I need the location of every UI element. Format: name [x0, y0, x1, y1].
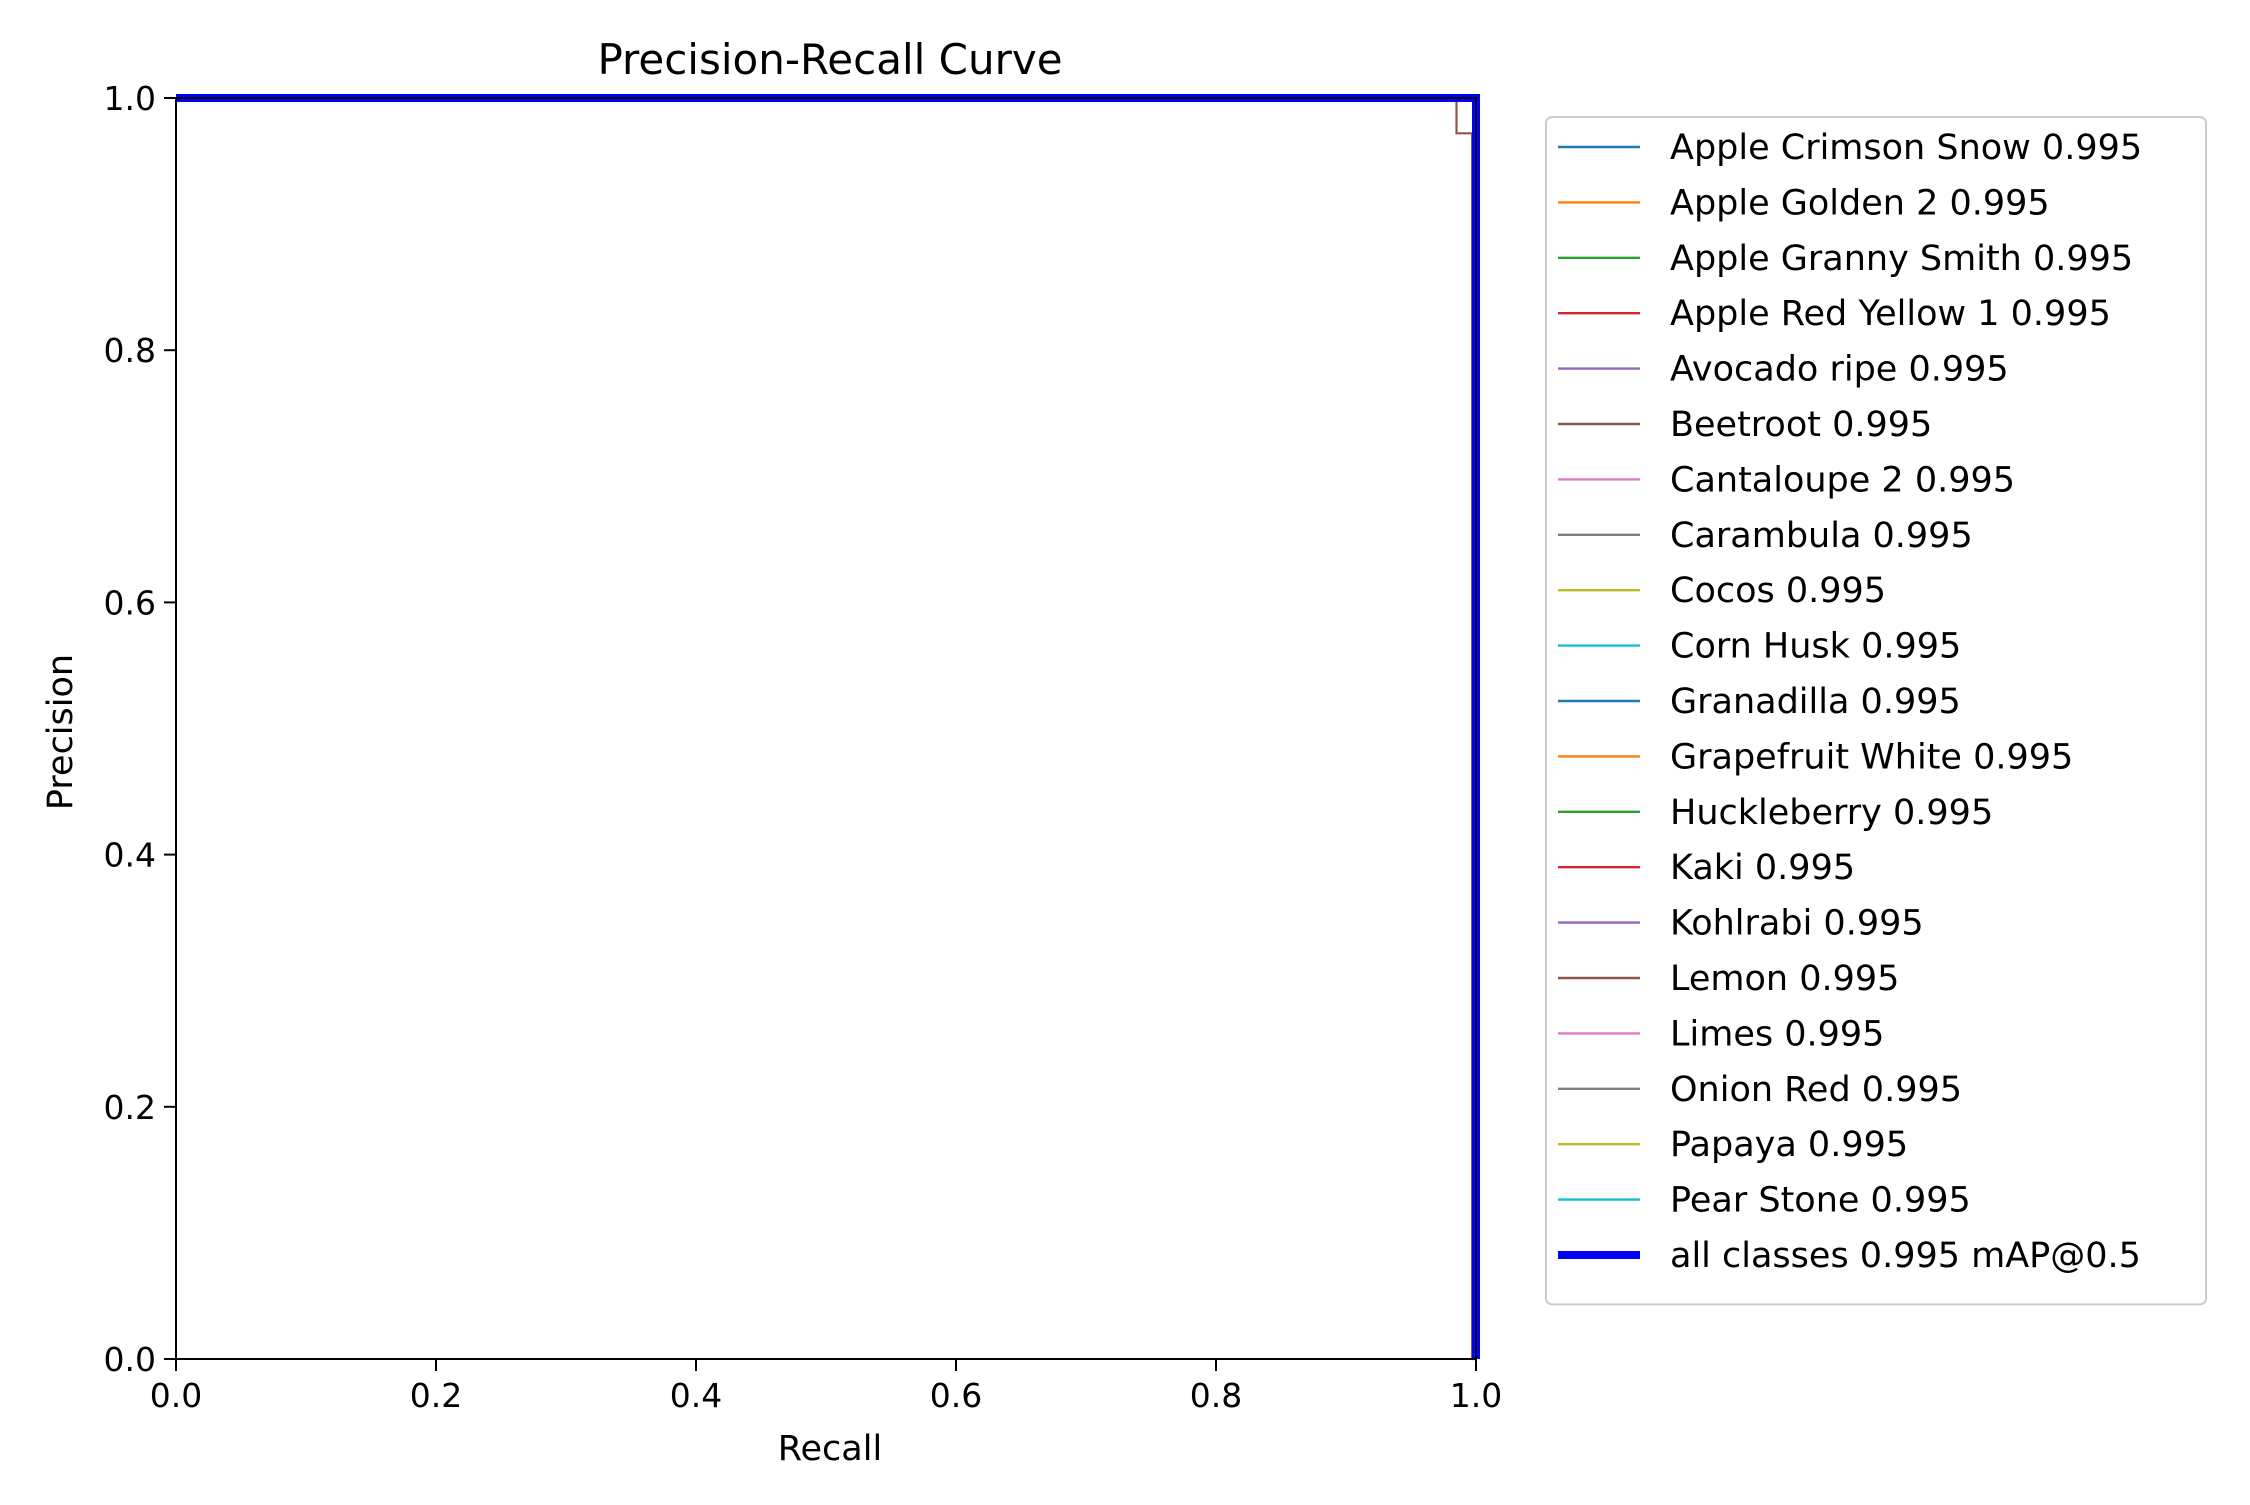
y-tick-label-3: 0.6 — [104, 583, 156, 622]
legend-label-7: Carambula 0.995 — [1670, 516, 1973, 556]
legend-label-9: Corn Husk 0.995 — [1670, 627, 1961, 667]
legend-label-5: Beetroot 0.995 — [1670, 405, 1932, 445]
legend-label-12: Huckleberry 0.995 — [1670, 793, 1993, 833]
x-tick-label-3: 0.6 — [930, 1376, 982, 1415]
legend-label-15: Lemon 0.995 — [1670, 959, 1899, 999]
series-line-6 — [176, 96, 1478, 1359]
legend-label-17: Onion Red 0.995 — [1670, 1070, 1962, 1110]
plot-area — [176, 94, 1480, 1361]
x-tick-label-0: 0.0 — [150, 1376, 202, 1415]
series-line-7 — [176, 96, 1478, 1359]
series-line-19 — [176, 96, 1478, 1359]
legend-label-13: Kaki 0.995 — [1670, 848, 1855, 888]
x-axis-label: Recall — [778, 1429, 882, 1469]
x-tick-label-4: 0.8 — [1190, 1376, 1242, 1415]
series-line-8 — [176, 96, 1478, 1359]
x-tick-label-1: 0.2 — [410, 1376, 462, 1415]
legend-label-11: Grapefruit White 0.995 — [1670, 737, 2073, 777]
series-line-18 — [176, 96, 1478, 1359]
legend-box — [1545, 116, 2207, 1306]
series-line-15 — [176, 96, 1478, 1359]
series-line-16 — [176, 96, 1478, 1359]
legend-label-20: all classes 0.995 mAP@0.5 — [1670, 1236, 2141, 1276]
series-line-9 — [176, 96, 1478, 1359]
legend-label-18: Papaya 0.995 — [1670, 1125, 1908, 1165]
y-tick-label-4: 0.8 — [104, 331, 156, 370]
legend: Apple Crimson Snow 0.995 Apple Golden 2 0… — [1545, 116, 2207, 1306]
series-line-10 — [176, 96, 1478, 1359]
series-line-3 — [176, 96, 1478, 1359]
series-line-17 — [176, 96, 1478, 1359]
axes: 0.0 0.2 0.4 0.6 0.8 1.0 0.0 0.2 0.4 0.6 0.8 1.0 — [104, 79, 1503, 1415]
series-line-13 — [176, 96, 1478, 1359]
x-tick-label-2: 0.4 — [670, 1376, 722, 1415]
series-line-4 — [176, 96, 1478, 1359]
series-line-11 — [176, 96, 1478, 1359]
series-line-5 — [176, 96, 1476, 1361]
x-tick-label-5: 1.0 — [1450, 1376, 1502, 1415]
series-line-14 — [176, 96, 1478, 1359]
y-tick-label-5: 1.0 — [104, 79, 156, 118]
legend-label-1: Apple Golden 2 0.995 — [1670, 183, 2050, 223]
legend-label-14: Kohlrabi 0.995 — [1670, 904, 1924, 944]
series-line-1 — [176, 96, 1478, 1359]
legend-label-16: Limes 0.995 — [1670, 1014, 1884, 1054]
series-line-0 — [176, 96, 1478, 1359]
y-tick-label-1: 0.2 — [104, 1088, 156, 1127]
chart-title: Precision-Recall Curve — [597, 35, 1062, 84]
legend-label-10: Granadilla 0.995 — [1670, 682, 1961, 722]
series-line-12 — [176, 96, 1478, 1359]
series-line-2 — [176, 96, 1478, 1359]
y-tick-label-0: 0.0 — [104, 1340, 156, 1379]
legend-label-2: Apple Granny Smith 0.995 — [1670, 239, 2133, 279]
series-line-20 — [176, 94, 1480, 1359]
axes-frame — [175, 97, 1477, 1360]
legend-label-6: Cantaloupe 2 0.995 — [1670, 460, 2015, 500]
legend-label-0: Apple Crimson Snow 0.995 — [1670, 128, 2142, 168]
y-tick-label-2: 0.4 — [104, 836, 156, 875]
legend-label-19: Pear Stone 0.995 — [1670, 1181, 1971, 1221]
legend-label-4: Avocado ripe 0.995 — [1670, 350, 2009, 390]
y-axis-label: Precision — [41, 654, 81, 810]
legend-label-3: Apple Red Yellow 1 0.995 — [1670, 294, 2111, 334]
legend-label-8: Cocos 0.995 — [1670, 571, 1886, 611]
